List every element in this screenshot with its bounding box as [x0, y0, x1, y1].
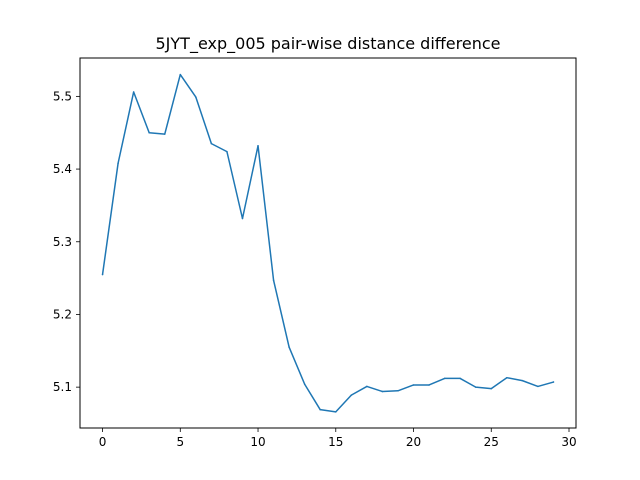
x-axis: 0 5 10 15 20 25 30	[99, 428, 577, 449]
data-point	[552, 381, 555, 383]
x-tick-label: 15	[328, 435, 343, 449]
data-point	[179, 73, 182, 76]
data-point	[226, 150, 228, 153]
x-tick-label: 10	[250, 435, 265, 449]
data-point	[521, 379, 524, 382]
data-point	[148, 131, 150, 134]
x-tick-label: 30	[561, 435, 576, 449]
axes-frame	[79, 57, 577, 429]
data-point	[319, 408, 321, 411]
data-point	[428, 384, 430, 386]
y-tick-label: 5.3	[53, 235, 72, 249]
y-tick-label: 5.2	[53, 307, 72, 321]
x-tick-label: 25	[484, 435, 499, 449]
data-point	[397, 390, 399, 392]
data-point	[117, 162, 119, 165]
data-point	[195, 96, 197, 98]
data-point	[132, 91, 135, 93]
chart-title: 5JYT_exp_005 pair-wise distance differen…	[156, 34, 501, 54]
data-point	[459, 377, 461, 380]
y-tick-label: 5.4	[53, 162, 72, 176]
data-point	[474, 386, 477, 388]
y-axis: 5.1 5.2 5.3 5.4 5.5	[53, 89, 80, 394]
data-point	[101, 273, 104, 276]
data-point	[241, 217, 244, 220]
data-point	[490, 387, 493, 390]
data-point	[412, 384, 415, 386]
data-point	[335, 411, 337, 413]
x-tick-label: 0	[99, 435, 107, 449]
data-point	[506, 376, 508, 379]
data-point	[350, 394, 353, 396]
data-point	[257, 145, 259, 147]
data-point	[288, 346, 290, 348]
plot-area	[79, 57, 577, 429]
data-point	[366, 385, 368, 388]
data-point	[272, 279, 275, 282]
data-point	[210, 142, 213, 145]
series-line	[101, 73, 555, 413]
data-point	[537, 385, 539, 388]
x-tick-label: 5	[176, 435, 184, 449]
data-point	[443, 377, 446, 380]
data-points	[101, 73, 555, 413]
y-tick-label: 5.1	[53, 380, 72, 394]
data-point	[381, 390, 384, 393]
x-tick-label: 20	[406, 435, 421, 449]
data-point	[163, 133, 166, 135]
y-tick-label: 5.5	[53, 89, 72, 103]
data-point	[303, 383, 306, 385]
